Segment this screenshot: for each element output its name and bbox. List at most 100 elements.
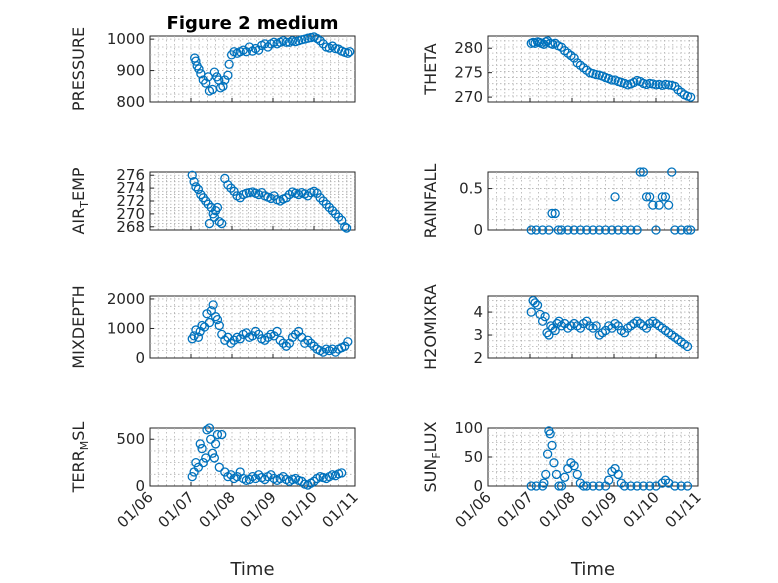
data-point	[220, 75, 230, 85]
y-tick-label: 50	[464, 448, 483, 466]
y-tick-label: 3	[473, 326, 483, 344]
data-point	[648, 200, 658, 210]
data-point	[345, 47, 355, 57]
data-point	[187, 170, 197, 180]
data-point	[263, 42, 273, 52]
data-point	[191, 182, 201, 192]
data-point	[303, 191, 313, 201]
data-point	[324, 202, 335, 213]
data-point	[670, 225, 680, 235]
data-point	[217, 218, 227, 229]
data-point	[281, 37, 291, 47]
data-point	[194, 64, 204, 74]
data-point	[212, 429, 223, 440]
data-point	[306, 338, 316, 348]
data-point	[215, 83, 226, 93]
data-point	[229, 335, 239, 345]
data-point	[582, 316, 592, 326]
data-point	[303, 335, 313, 345]
data-point	[544, 225, 554, 235]
data-point	[616, 478, 626, 488]
data-point	[327, 206, 338, 216]
data-point	[657, 478, 667, 488]
y-tick-label: 272	[116, 192, 145, 210]
x-tick-label: 01/08	[196, 488, 239, 531]
data-point	[263, 332, 273, 342]
data-point	[189, 177, 199, 187]
data-point	[193, 184, 204, 195]
data-point	[591, 321, 601, 331]
data-point	[197, 443, 207, 454]
data-point	[556, 225, 567, 235]
data-point	[530, 298, 540, 308]
data-point	[663, 80, 674, 90]
data-point	[542, 449, 553, 459]
data-point	[223, 70, 233, 80]
data-point	[613, 469, 623, 480]
panel-pressure: 800 900 1000 PRESSURE Figure 2 medium	[69, 13, 356, 111]
data-point	[257, 187, 267, 198]
panel-mixdepth: 0 1000 2000 MIXDEPTH	[69, 285, 356, 369]
data-point	[218, 81, 228, 91]
data-point	[275, 335, 285, 345]
data-point	[626, 481, 636, 491]
data-point	[551, 469, 562, 480]
x-tick-label: 01/07	[155, 488, 198, 531]
data-point	[214, 216, 224, 227]
panel-theta: 270 275 280 THETA	[421, 35, 699, 106]
data-point	[554, 481, 564, 491]
data-point	[645, 192, 655, 202]
y-tick-label: 276	[116, 166, 145, 184]
data-point	[588, 481, 598, 491]
data-point	[613, 225, 623, 235]
data-point	[544, 330, 554, 340]
data-point	[594, 225, 604, 235]
data-point	[542, 328, 552, 338]
data-point	[588, 225, 598, 235]
y-axis-label: TERRMSL	[69, 422, 91, 494]
data-point	[604, 475, 614, 485]
y-tick-label: 800	[116, 93, 145, 111]
x-axis-label: Time	[229, 559, 274, 580]
data-point	[330, 347, 341, 357]
data-point	[619, 481, 630, 491]
y-axis-label: THETA	[421, 43, 440, 95]
data-point	[526, 307, 536, 317]
data-point	[641, 323, 652, 333]
data-point	[676, 225, 686, 235]
data-point	[333, 212, 344, 222]
y-tick-label: 900	[116, 62, 145, 80]
data-point	[209, 453, 220, 463]
data-point	[193, 462, 204, 472]
data-point	[241, 47, 252, 57]
data-point	[266, 193, 276, 204]
data-point	[315, 193, 325, 203]
y-tick-label: 2000	[107, 290, 145, 308]
data-point	[340, 222, 350, 232]
data-point	[201, 78, 211, 88]
data-point	[189, 331, 199, 341]
data-point	[638, 481, 649, 491]
x-tick-label: 01/11	[662, 488, 705, 531]
data-point	[645, 481, 655, 491]
data-point	[309, 476, 319, 486]
data-point	[667, 167, 677, 177]
y-tick-label: 268	[116, 218, 145, 236]
data-point	[210, 439, 221, 449]
y-tick-label: 280	[454, 39, 483, 57]
data-point	[547, 440, 557, 451]
data-point	[540, 312, 550, 322]
data-point	[560, 318, 570, 329]
data-point	[619, 225, 630, 235]
panel-terr_msl: 0500TERRMSL01/0601/0701/0801/0901/1001/1…	[69, 422, 362, 580]
data-point	[641, 192, 652, 202]
data-point	[226, 183, 236, 193]
data-point	[204, 423, 215, 433]
data-point	[309, 341, 319, 351]
data-point	[235, 193, 245, 203]
data-point	[626, 225, 636, 235]
data-point	[550, 208, 560, 219]
panel-sun_flux: 050100SUNFLUX01/0601/0701/0801/0901/1001…	[421, 419, 705, 580]
data-point	[632, 481, 642, 491]
